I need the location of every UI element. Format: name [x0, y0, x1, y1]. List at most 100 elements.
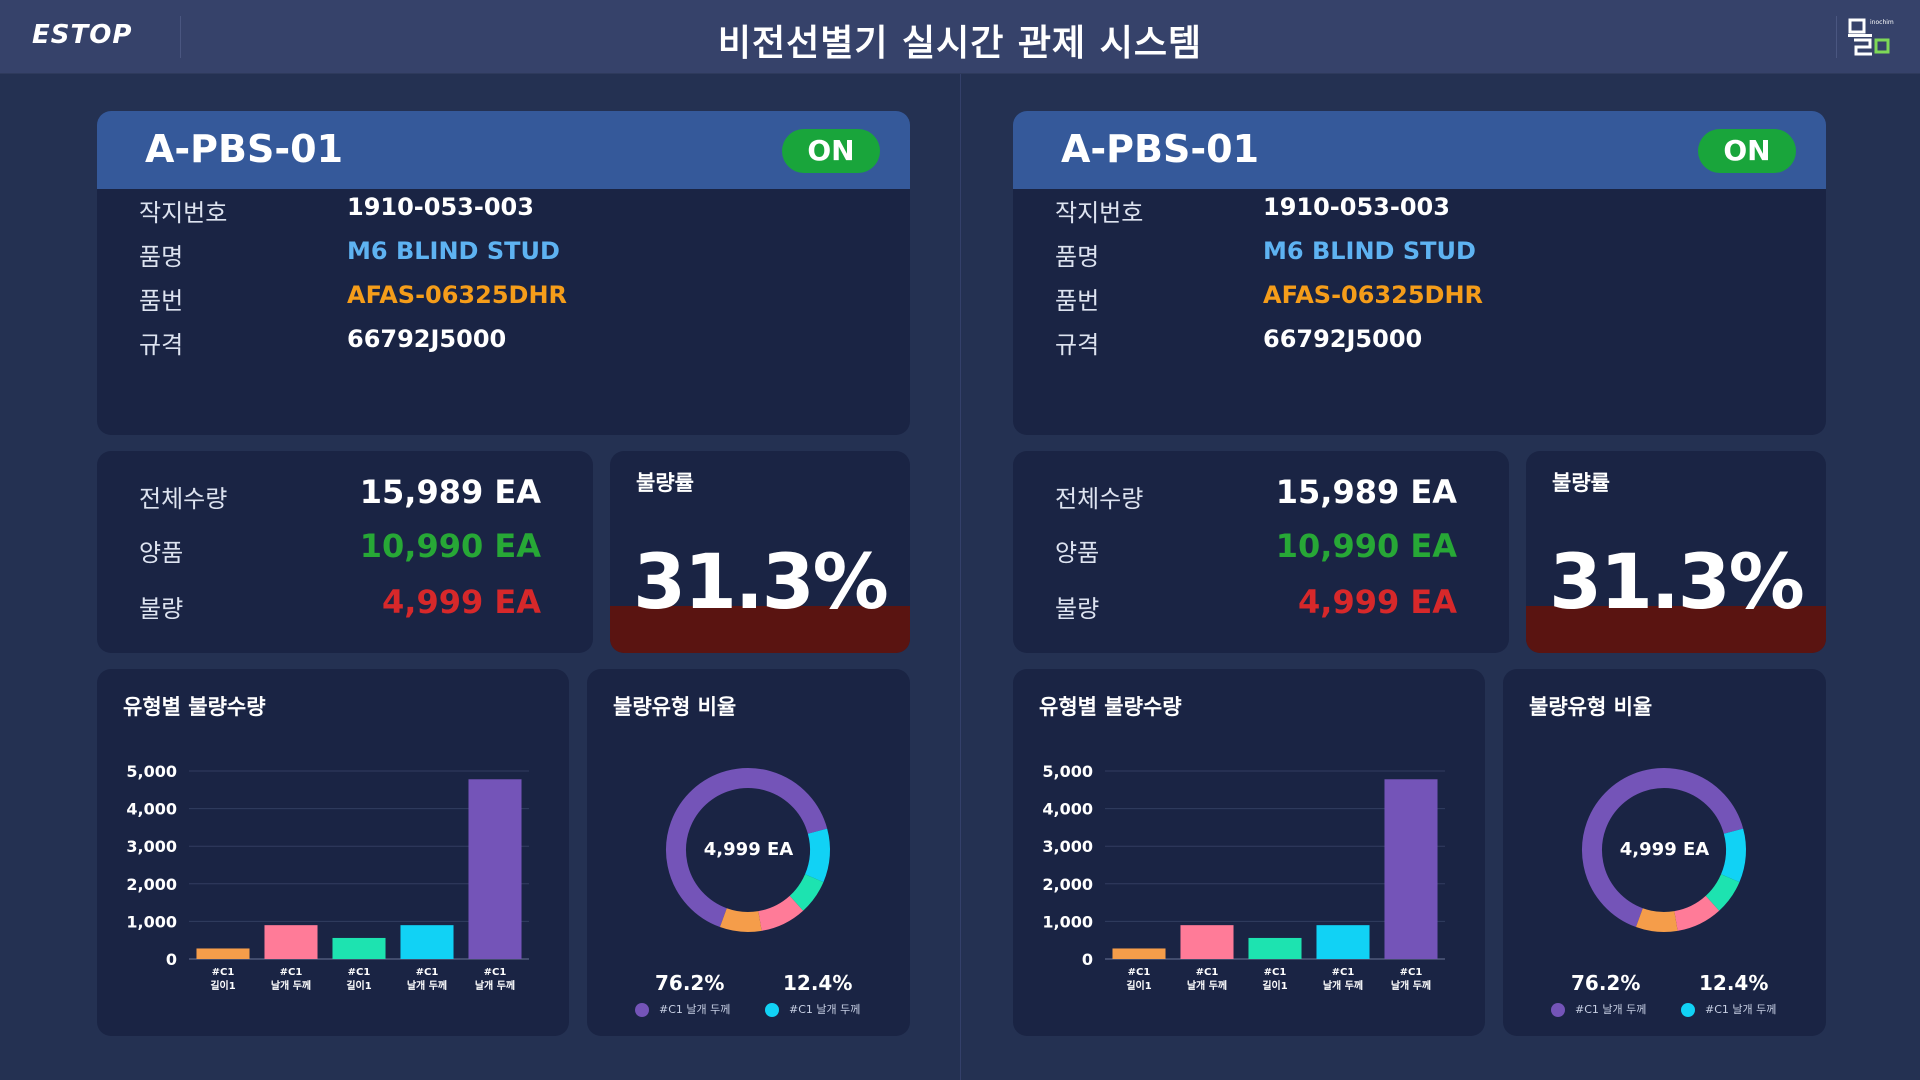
- y-tick-label: 4,000: [1042, 800, 1093, 819]
- qty-row-good: 양품 10,990 EA: [97, 527, 593, 571]
- status-badge[interactable]: ON: [1698, 129, 1796, 173]
- machine-id: A-PBS-01: [1061, 127, 1260, 171]
- donut-segment: [1635, 908, 1678, 932]
- estop-logo[interactable]: ESTOP: [32, 20, 133, 50]
- info-value: 66792J5000: [1263, 325, 1423, 353]
- info-label: 품명: [139, 243, 184, 271]
- qty-label: 전체수량: [139, 485, 228, 513]
- info-label: 규격: [139, 331, 184, 359]
- info-row-product-number: 품번 AFAS-06325DHR: [97, 281, 910, 321]
- legend-item-left: #C1 날개 두께: [635, 1001, 730, 1017]
- y-tick-label: 0: [166, 950, 177, 969]
- y-tick-label: 1,000: [126, 912, 177, 931]
- x-tick-label: 길이1: [1126, 979, 1151, 992]
- defect-bar-chart-card: 유형별 불량수량 5,000 4,000 3,000 2,000 1,000 0 #C1 길이…: [1013, 669, 1485, 1036]
- donut-segment: [757, 895, 804, 931]
- quantity-card: 전체수량 15,989 EA 양품 10,990 EA 불량 4,999 EA: [97, 451, 593, 653]
- page-title: 비전선별기 실시간 관제 시스템: [717, 23, 1203, 64]
- x-tick-label: 길이1: [346, 979, 371, 992]
- bar: [1384, 779, 1438, 959]
- defect-rate-fill: [610, 606, 910, 653]
- x-tick-label: 날개 두께: [1187, 979, 1227, 992]
- qty-row-total: 전체수량 15,989 EA: [97, 473, 593, 517]
- bar: [400, 925, 454, 959]
- x-tick-label: #C1: [416, 967, 439, 978]
- pct-right: 12.4%: [783, 971, 853, 995]
- header-divider-left: [180, 16, 181, 58]
- status-badge[interactable]: ON: [782, 129, 880, 173]
- defect-rate-card: 불량률 31.3%: [610, 451, 910, 653]
- info-row-work-order: 작지번호 1910-053-003: [97, 193, 910, 233]
- pct-right: 12.4%: [1699, 971, 1769, 995]
- legend-item-right: #C1 날개 두께: [1681, 1001, 1776, 1017]
- legend-label: #C1 날개 두께: [1575, 1003, 1647, 1016]
- qty-label: 불량: [1055, 595, 1100, 623]
- qty-row-total: 전체수량 15,989 EA: [1013, 473, 1509, 517]
- x-tick-label: 날개 두께: [1391, 979, 1431, 992]
- donut-segment: [1673, 895, 1720, 931]
- legend-item-right: #C1 날개 두께: [765, 1001, 860, 1017]
- info-value: M6 BLIND STUD: [347, 237, 560, 265]
- info-value: 1910-053-003: [1263, 193, 1450, 221]
- legend-label: #C1 날개 두께: [1705, 1003, 1777, 1016]
- donut-chart-title: 불량유형 비율: [613, 695, 737, 719]
- x-tick-label: #C1: [1128, 967, 1151, 978]
- y-tick-label: 1,000: [1042, 912, 1093, 931]
- x-tick-label: #C1: [212, 967, 235, 978]
- qty-value: 4,999 EA: [382, 583, 541, 621]
- info-value: 66792J5000: [347, 325, 507, 353]
- qty-label: 불량: [139, 595, 184, 623]
- info-label: 품번: [139, 287, 184, 315]
- qty-label: 양품: [139, 539, 184, 567]
- qty-value: 4,999 EA: [1298, 583, 1457, 621]
- y-tick-label: 2,000: [1042, 875, 1093, 894]
- info-label: 작지번호: [139, 199, 228, 227]
- x-tick-label: #C1: [1400, 967, 1423, 978]
- info-row-work-order: 작지번호 1910-053-003: [1013, 193, 1826, 233]
- legend-dot: [1551, 1003, 1565, 1017]
- qty-row-good: 양품 10,990 EA: [1013, 527, 1509, 571]
- bar: [1248, 937, 1302, 959]
- center-divider: [960, 74, 961, 1080]
- machine-header: A-PBS-01 ON: [97, 111, 910, 189]
- info-label: 품번: [1055, 287, 1100, 315]
- donut-segment: [1582, 768, 1744, 928]
- info-label: 규격: [1055, 331, 1100, 359]
- defect-donut-card: 불량유형 비율 4,999 EA 76.2% 12.4% #C1 날개 두께 #…: [587, 669, 910, 1036]
- bar: [264, 925, 318, 959]
- qty-row-defect: 불량 4,999 EA: [97, 583, 593, 627]
- bar: [1316, 925, 1370, 959]
- bar: [468, 779, 522, 959]
- info-value: M6 BLIND STUD: [1263, 237, 1476, 265]
- defect-rate-fill: [1526, 606, 1826, 653]
- y-tick-label: 4,000: [126, 800, 177, 819]
- brand-sub-text: inochima: [1870, 19, 1894, 26]
- y-tick-label: 3,000: [126, 837, 177, 856]
- y-tick-label: 5,000: [1042, 762, 1093, 781]
- info-row-spec: 규격 66792J5000: [97, 325, 910, 365]
- x-tick-label: 날개 두께: [475, 979, 515, 992]
- donut-chart-title: 불량유형 비율: [1529, 695, 1653, 719]
- y-tick-label: 3,000: [1042, 837, 1093, 856]
- donut-center-label: 4,999 EA: [1619, 839, 1710, 860]
- x-tick-label: 길이1: [1262, 979, 1287, 992]
- x-tick-label: #C1: [1332, 967, 1355, 978]
- y-tick-label: 2,000: [126, 875, 177, 894]
- info-value: AFAS-06325DHR: [1263, 281, 1484, 309]
- qty-label: 전체수량: [1055, 485, 1144, 513]
- info-row-spec: 규격 66792J5000: [1013, 325, 1826, 365]
- info-value: AFAS-06325DHR: [347, 281, 568, 309]
- legend-dot: [765, 1003, 779, 1017]
- machine-id: A-PBS-01: [145, 127, 344, 171]
- header-divider-right: [1836, 16, 1837, 58]
- x-tick-label: #C1: [1196, 967, 1219, 978]
- defect-donut-chart: [1582, 768, 1746, 932]
- info-value: 1910-053-003: [347, 193, 534, 221]
- quantity-card: 전체수량 15,989 EA 양품 10,990 EA 불량 4,999 EA: [1013, 451, 1509, 653]
- x-tick-label: 날개 두께: [271, 979, 311, 992]
- bar: [196, 948, 250, 959]
- qty-label: 양품: [1055, 539, 1100, 567]
- donut-segment: [666, 768, 828, 928]
- brand-logo-icon[interactable]: inochima: [1846, 16, 1894, 58]
